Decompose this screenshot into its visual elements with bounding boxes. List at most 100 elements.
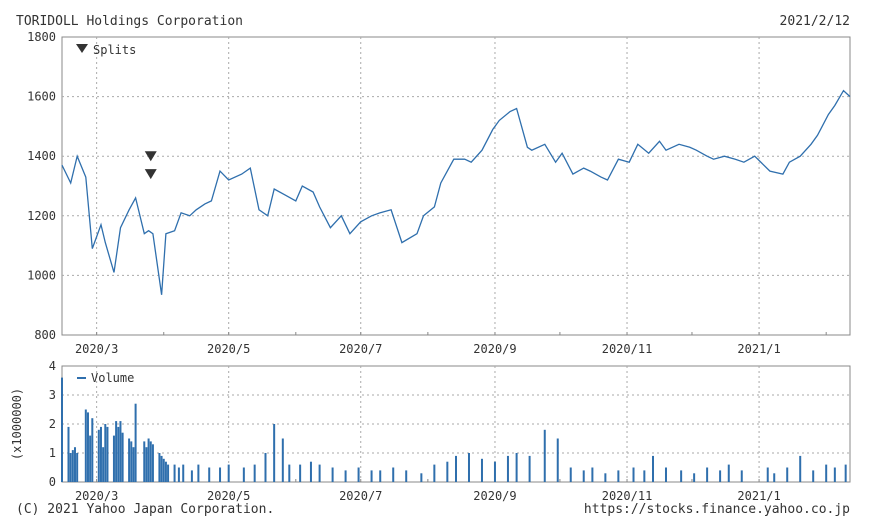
volume-x-tick-label: 2020/11 [602, 489, 653, 503]
volume-bar [288, 464, 291, 482]
volume-bar [67, 426, 70, 482]
volume-bar [617, 470, 620, 482]
volume-bar [786, 467, 789, 482]
volume-x-tick-label: 2020/7 [339, 489, 382, 503]
price-frame [61, 36, 851, 336]
volume-bar [149, 441, 152, 482]
volume-y-tick-label: 2 [49, 417, 56, 431]
price-y-tick-label: 800 [34, 328, 56, 342]
volume-bar [506, 455, 509, 482]
volume-bar [405, 470, 408, 482]
volume-bar [73, 447, 76, 482]
volume-bar [132, 447, 135, 482]
volume-x-tick-label: 2021/1 [737, 489, 780, 503]
volume-bar [182, 464, 185, 482]
volume-bar [420, 473, 423, 482]
volume-bar [227, 464, 230, 482]
volume-bar [569, 467, 572, 482]
split-marker-icon [144, 151, 157, 162]
volume-bar [99, 426, 102, 482]
volume-bar [147, 438, 150, 482]
down-triangle-icon [76, 44, 88, 53]
volume-bar [370, 470, 373, 482]
volume-bar [680, 470, 683, 482]
volume-bar [253, 464, 256, 482]
volume-bar [773, 473, 776, 482]
volume-bar [727, 464, 730, 482]
volume-bar [167, 464, 170, 482]
volume-bar [433, 464, 436, 482]
volume-bar [145, 447, 148, 482]
volume-bar [528, 455, 531, 482]
volume-x-tick-label: 2020/3 [75, 489, 118, 503]
volume-bar [543, 429, 546, 482]
volume-bar [143, 441, 146, 482]
volume-bar [515, 453, 518, 482]
price-panel: 800 1000 1200 1400 1600 1800 2020/3 2020/5 2020/… [27, 30, 851, 356]
volume-bar [130, 441, 133, 482]
volume-y-tick-label: 4 [49, 359, 56, 373]
volume-bar [84, 409, 87, 482]
volume-bar [104, 424, 107, 482]
volume-bar [134, 403, 137, 482]
volume-bar [119, 421, 122, 482]
volume-bar [392, 467, 395, 482]
splits-legend-label: Splits [93, 43, 136, 57]
price-x-tick-label: 2020/5 [207, 342, 250, 356]
volume-bar [740, 470, 743, 482]
volume-bar [115, 421, 118, 482]
price-y-tick-label: 1800 [27, 30, 56, 44]
split-marker-icon [144, 169, 157, 180]
volume-bar [706, 467, 709, 482]
volume-bar [173, 464, 176, 482]
volume-bar [242, 467, 245, 482]
volume-bar [664, 467, 667, 482]
volume-bar [582, 470, 585, 482]
volume-bar [467, 453, 470, 482]
price-x-tick-label: 2020/9 [473, 342, 516, 356]
volume-bar [299, 464, 302, 482]
volume-bar [766, 467, 769, 482]
volume-bar [158, 453, 161, 482]
volume-y-tick-label: 3 [49, 388, 56, 402]
volume-bar [331, 467, 334, 482]
price-y-tick-label: 1200 [27, 209, 56, 223]
volume-bar [164, 461, 167, 482]
volume-bar [91, 418, 94, 482]
volume-bar [273, 424, 276, 482]
price-x-tick-label: 2020/11 [602, 342, 653, 356]
source-url[interactable]: https://stocks.finance.yahoo.co.jp [583, 502, 850, 517]
volume-bar [102, 447, 105, 482]
volume-bar [197, 464, 200, 482]
price-y-tick-label: 1600 [27, 90, 56, 104]
volume-bar [455, 455, 457, 482]
volume-bar [446, 461, 449, 482]
volume-bar [480, 458, 483, 482]
volume-x-tick-label: 2020/5 [207, 489, 250, 503]
volume-bar [160, 455, 163, 482]
price-y-tick-label: 1000 [27, 268, 56, 282]
volume-bar [591, 467, 594, 482]
volume-bar [86, 412, 89, 482]
volume-bar [825, 464, 828, 482]
volume-bar [69, 453, 72, 482]
volume-bar [128, 438, 131, 482]
volume-bar [318, 464, 321, 482]
volume-bar [604, 473, 607, 482]
volume-bar [379, 470, 382, 482]
volume-bar [281, 438, 284, 482]
chart-date: 2021/2/12 [779, 14, 850, 29]
volume-bar [264, 453, 267, 482]
price-y-tick-label: 1400 [27, 149, 56, 163]
volume-bar [719, 470, 722, 482]
company-title: TORIDOLL Holdings Corporation [16, 14, 243, 29]
volume-bar [844, 464, 847, 482]
price-x-tick-label: 2021/1 [737, 342, 780, 356]
price-line [61, 89, 851, 295]
volume-bar [344, 470, 347, 482]
volume-bar [643, 470, 646, 482]
volume-bar [833, 467, 836, 482]
volume-bar [97, 429, 100, 482]
volume-bar [121, 432, 124, 482]
